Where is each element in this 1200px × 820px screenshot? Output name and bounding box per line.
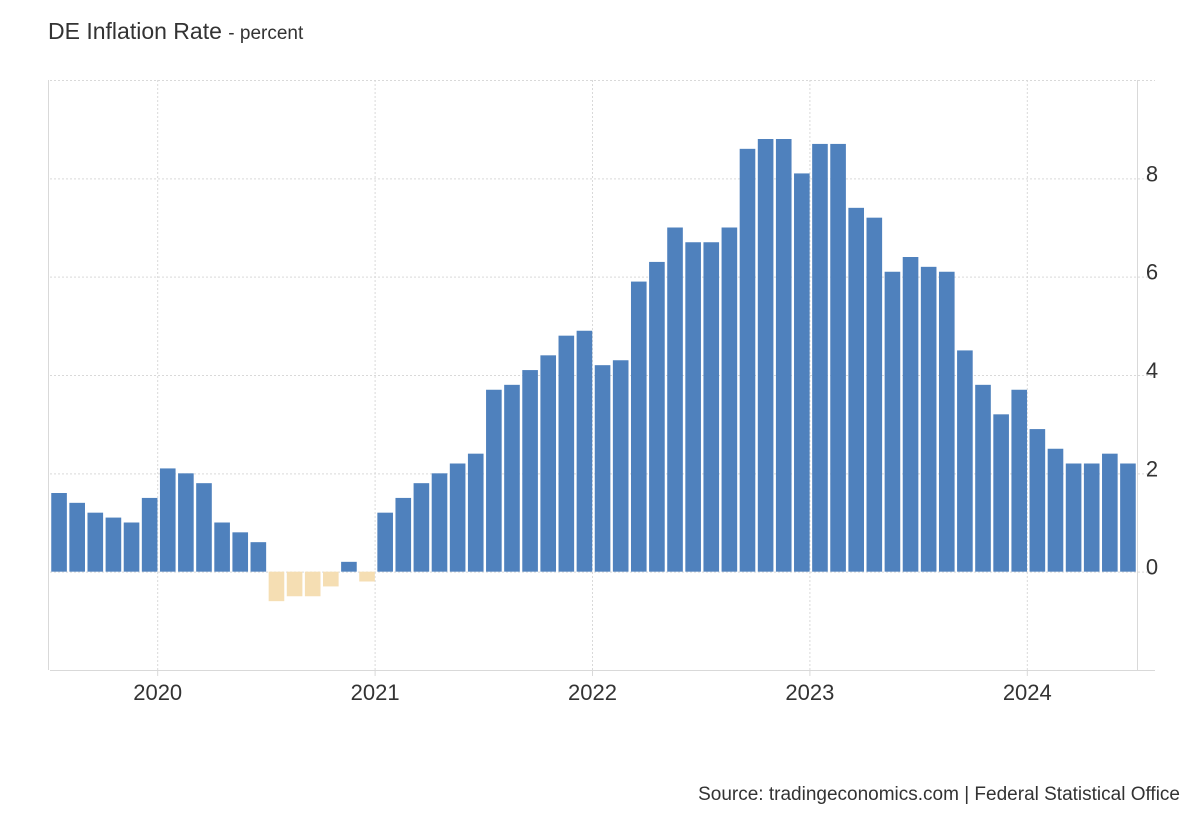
bar [794,173,810,572]
x-tick-label: 2021 [351,680,400,705]
bar [576,330,593,572]
bar [1102,453,1118,572]
source-note: Source: tradingeconomics.com | Federal S… [698,784,1180,805]
bar [685,242,701,572]
bar [902,257,919,572]
bar [467,453,484,572]
bar [522,370,538,572]
bar [178,473,194,572]
bar [87,512,104,572]
bar [232,532,249,572]
bar [993,414,1009,572]
bar [250,542,267,572]
bar [323,571,339,587]
bar [159,468,176,572]
bar [957,350,973,572]
bar [341,561,357,572]
bar [594,365,611,572]
bar [1011,389,1028,572]
bar [721,227,738,572]
bar [504,384,520,572]
bar [938,271,955,572]
bar [449,463,466,572]
bar [649,261,665,572]
bar [830,143,846,572]
bar [413,483,430,572]
bar [812,143,828,572]
bar [486,389,502,572]
bar [884,271,901,572]
chart-subtitle: - percent [228,23,304,44]
bar [540,355,557,572]
bar [1065,463,1082,572]
bar [431,473,448,572]
bar [1047,448,1064,572]
bar [395,497,412,572]
bar [1029,429,1046,572]
bar [51,493,67,572]
bar [196,483,212,572]
bar [866,217,883,572]
bar [975,384,991,572]
x-tick-label: 2024 [1003,680,1052,705]
bar [612,360,629,572]
bar [304,571,321,597]
y-tick-label: 0 [1146,555,1158,580]
inflation-bar-chart: 2020 2021 2022 2023 2024 0 2 4 6 8 [48,80,1158,705]
chart-title-text: DE Inflation Rate [48,18,222,44]
bar [757,139,774,572]
bar [105,517,122,572]
x-tick-label: 2023 [785,680,834,705]
y-tick-label: 6 [1146,260,1158,285]
y-tick-label: 8 [1146,161,1158,186]
bar [1120,463,1136,572]
bar [286,571,303,597]
bar [214,522,230,572]
bar [775,139,792,572]
bar [69,502,85,572]
y-tick-label: 2 [1146,456,1158,481]
bar [920,266,937,572]
bar [739,148,756,572]
bar [558,335,575,572]
chart-title: DE Inflation Rate - percent [48,18,303,45]
bar [377,512,393,572]
bar [630,281,647,572]
x-tick-label: 2020 [133,680,182,705]
bar [359,571,375,582]
y-tick-label: 4 [1146,358,1158,383]
bar [268,571,285,602]
bar [123,522,140,572]
bar [1083,463,1100,572]
x-tick-label: 2022 [568,680,617,705]
bar [703,242,720,572]
bar [848,207,864,572]
bar [667,227,683,572]
bar [141,497,158,572]
